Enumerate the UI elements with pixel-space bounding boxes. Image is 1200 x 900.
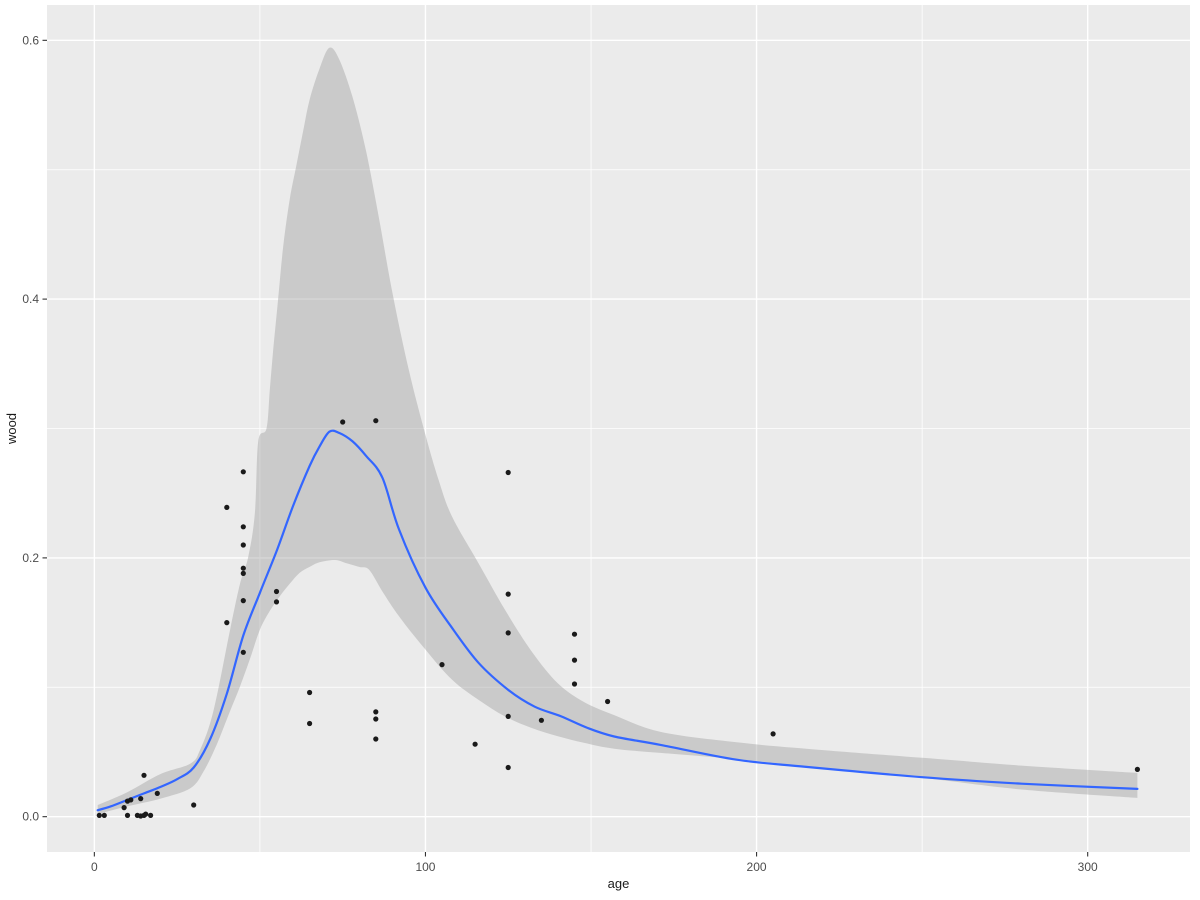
data-point [240,542,246,548]
data-point [439,662,445,668]
major-gridlines [47,5,1190,852]
data-point [770,731,776,737]
data-point [538,717,545,723]
data-point [240,565,246,571]
data-point [273,588,280,595]
data-point [505,764,511,771]
data-point [224,504,230,510]
minor-gridlines [47,5,1190,852]
data-point [373,709,379,715]
data-point [571,681,578,687]
x-axis-title: age [608,876,630,891]
data-point [141,772,147,778]
y-tick-label: 0.2 [22,551,39,565]
data-point [1134,766,1140,773]
data-point [571,631,578,637]
data-point [340,419,346,425]
confidence-ribbon [97,47,1138,815]
y-axis-title: wood [4,413,19,445]
data-point [240,469,246,475]
data-point [124,812,131,819]
data-point [472,741,478,747]
data-point [191,802,197,808]
smooth-line [96,429,1139,812]
data-point [148,812,154,819]
data-point [373,736,379,742]
data-point [373,716,379,722]
data-point [240,649,246,655]
data-point [224,620,230,626]
data-point [505,591,511,597]
data-point [605,698,611,705]
x-tick-label: 100 [415,860,435,874]
fit-line [96,429,1139,812]
data-point [96,812,102,819]
x-tick-label: 300 [1078,860,1098,874]
data-point [121,805,127,811]
data-points [96,418,1140,819]
data-point [273,599,280,605]
y-tick-label: 0.0 [22,810,39,824]
data-point [138,796,144,802]
data-point [128,797,134,803]
data-point [373,418,379,424]
data-point [505,713,511,720]
data-point [240,570,246,577]
data-point [101,812,107,819]
data-point [240,598,246,604]
data-point [143,811,149,817]
data-point [307,689,313,696]
data-point [571,657,578,663]
x-tick-label: 200 [747,860,767,874]
ribbon-area [97,47,1138,815]
x-tick-label: 0 [91,860,98,874]
y-tick-label: 0.4 [22,292,39,306]
data-point [505,469,511,476]
data-point [154,790,160,797]
data-point [240,524,246,530]
data-point [307,720,313,727]
y-tick-label: 0.6 [22,33,39,47]
data-point [505,630,511,636]
axes: 0 100 200 300 0.0 0.2 0.4 0.6 [22,33,1098,874]
